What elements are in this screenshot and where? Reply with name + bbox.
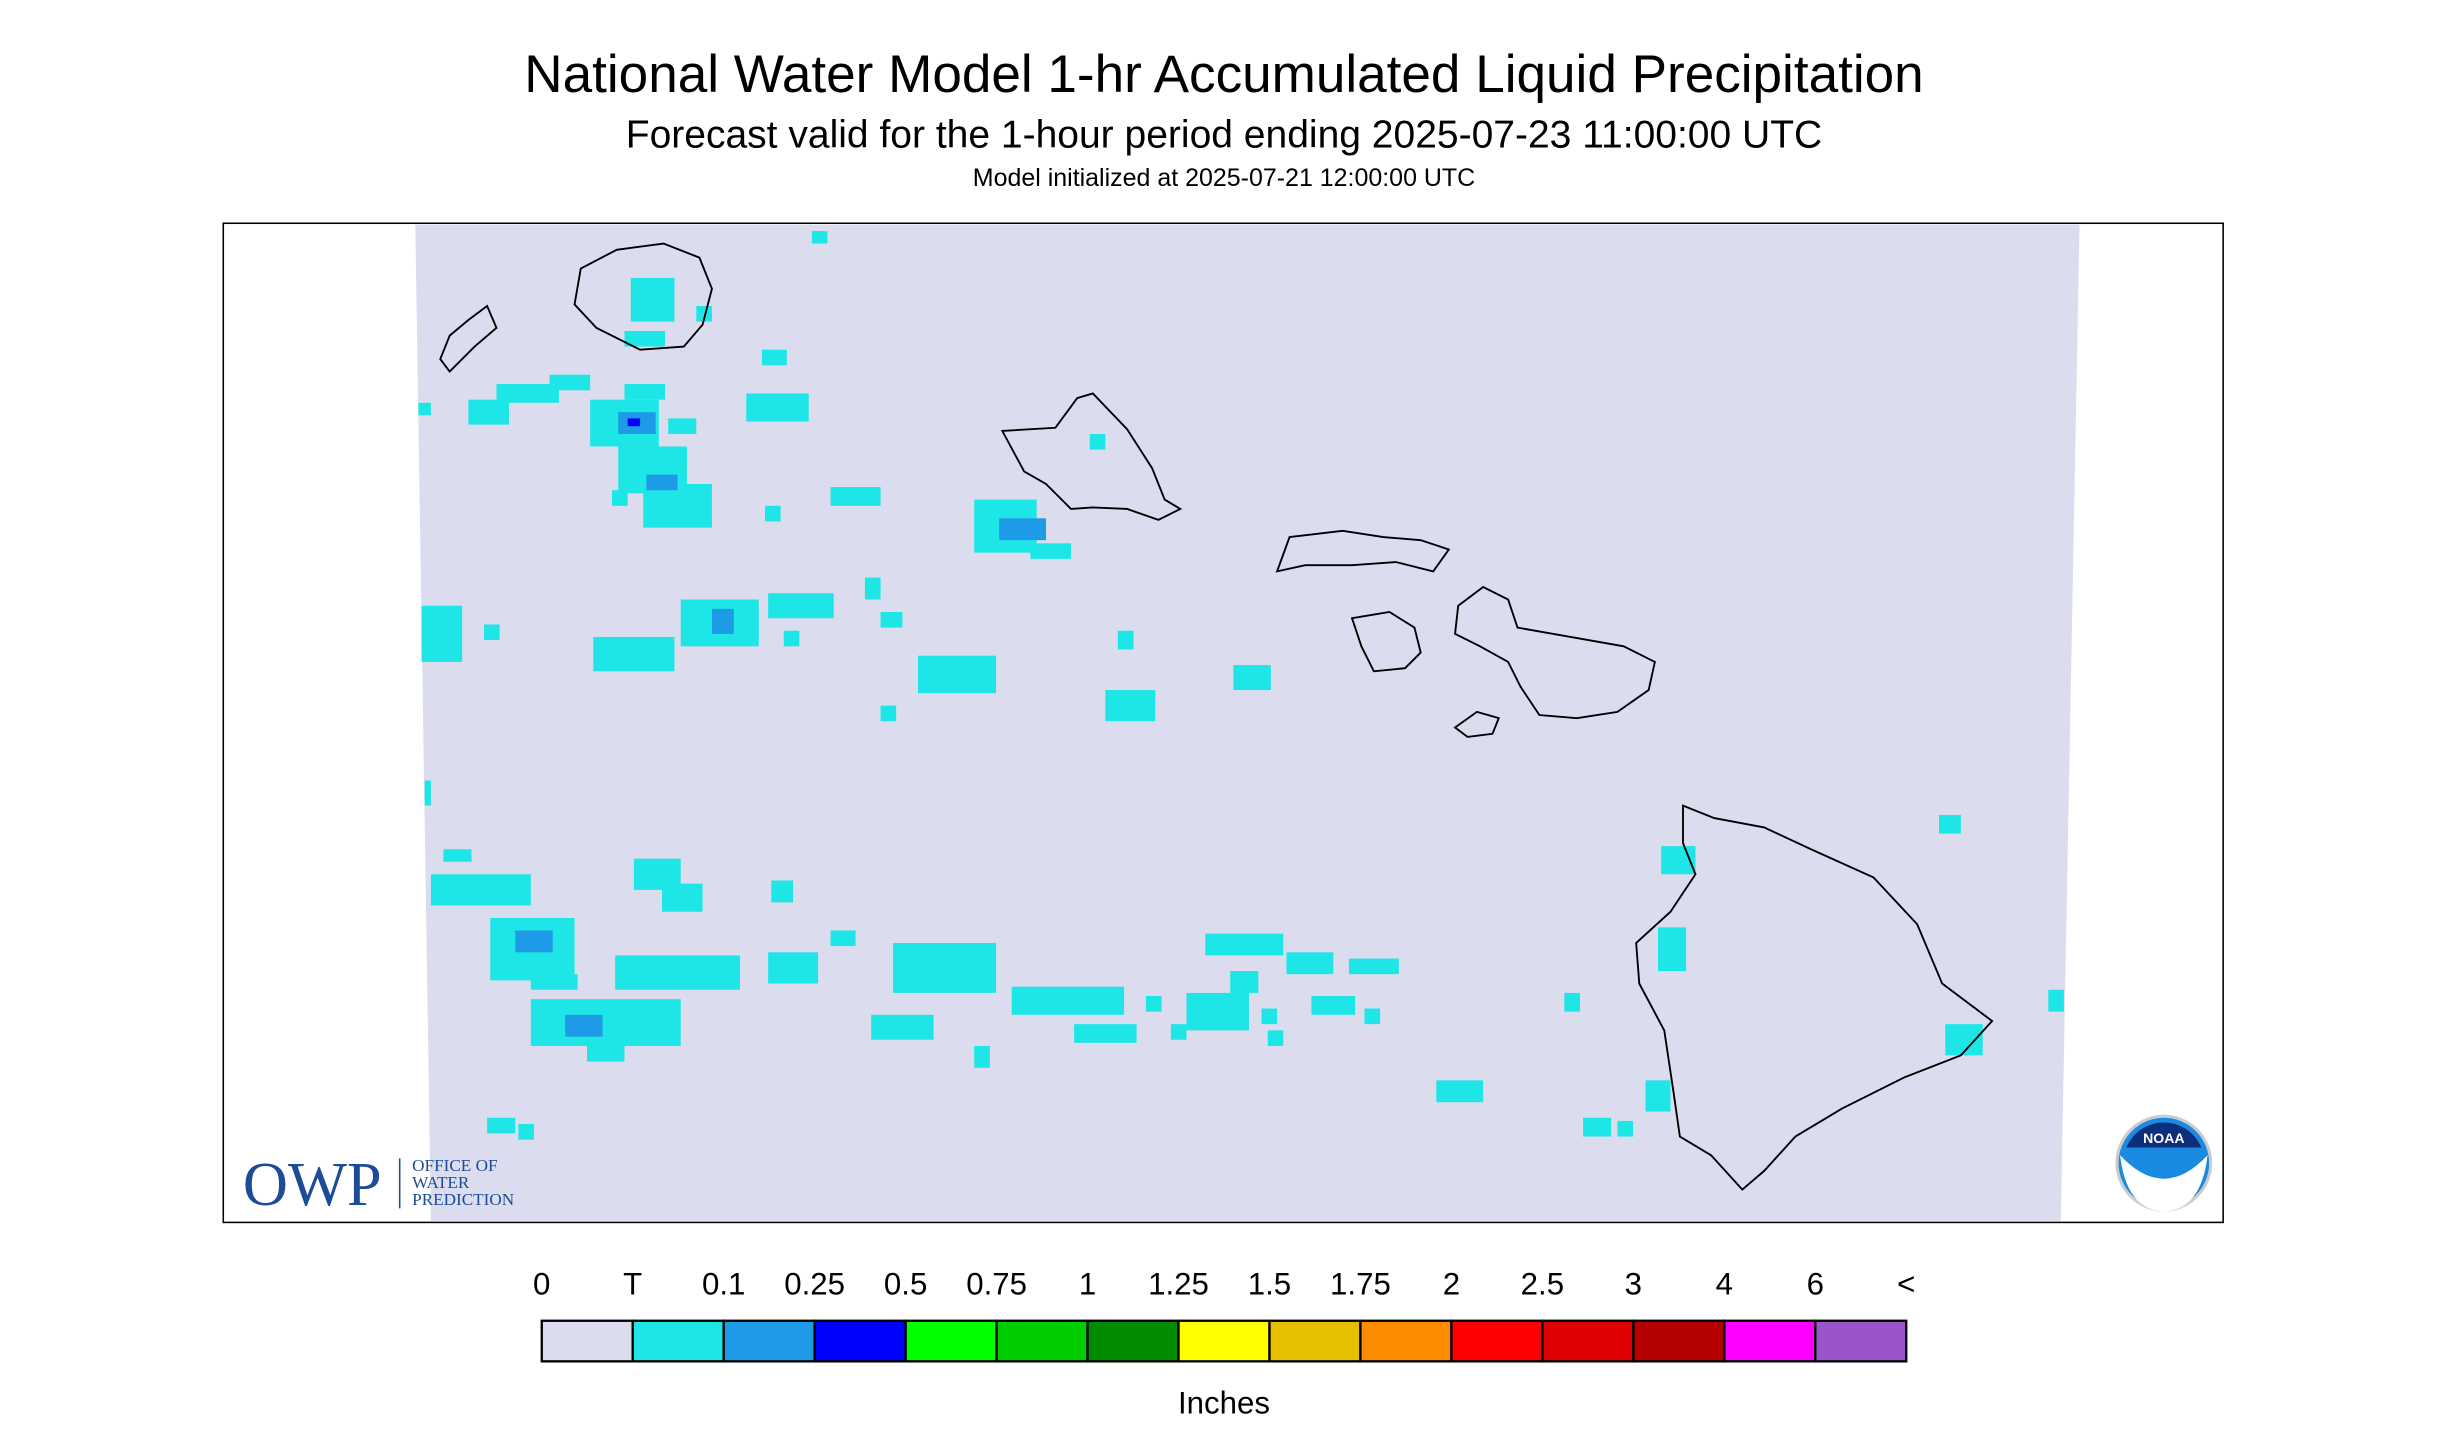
legend-label: 1	[1079, 1267, 1096, 1302]
legend-label: 0	[533, 1267, 550, 1302]
legend-label: 1.5	[1248, 1267, 1291, 1302]
legend-label: 0.25	[784, 1267, 845, 1302]
owp-logo: OWP	[243, 1149, 382, 1219]
coastlines	[439, 242, 1994, 1191]
legend-label: 0.1	[702, 1267, 745, 1302]
precip-areas	[418, 231, 2064, 1140]
legend-units: Inches	[1178, 1385, 1270, 1420]
legend-label: 3	[1625, 1267, 1642, 1302]
legend-swatch	[1359, 1319, 1453, 1363]
legend-label: <	[1897, 1267, 1915, 1302]
noaa-text: NOAA	[2143, 1130, 2184, 1146]
legend-label: 0.75	[966, 1267, 1027, 1302]
legend-label: 4	[1716, 1267, 1733, 1302]
legend-swatch	[904, 1319, 998, 1363]
legend: 0 T 0.1 0.25 0.5 0.75 1 1.25 1.5 1.75 2 2.5 3 4 6 <	[533, 1267, 1915, 1363]
legend-swatch	[540, 1319, 634, 1363]
legend-label: 6	[1807, 1267, 1824, 1302]
legend-label: T	[623, 1267, 642, 1302]
legend-label: 1.75	[1330, 1267, 1391, 1302]
legend-swatch	[1268, 1319, 1362, 1363]
legend-label: 2	[1443, 1267, 1460, 1302]
legend-swatch	[1723, 1319, 1817, 1363]
owp-text: PREDICTION	[412, 1190, 514, 1209]
legend-swatch	[631, 1319, 725, 1363]
noaa-logo-top	[2126, 1122, 2202, 1148]
legend-swatch	[1177, 1319, 1271, 1363]
legend-label: 0.5	[884, 1267, 927, 1302]
legend-swatch	[722, 1319, 816, 1363]
legend-swatch	[1086, 1319, 1180, 1363]
legend-swatch	[1450, 1319, 1544, 1363]
legend-swatch	[1814, 1319, 1908, 1363]
subtitle: Forecast valid for the 1-hour period end…	[626, 114, 1822, 157]
owp-text: OFFICE OF	[412, 1156, 497, 1175]
init-time: Model initialized at 2025-07-21 12:00:00…	[973, 164, 1475, 192]
legend-label: 1.25	[1148, 1267, 1209, 1302]
legend-swatch	[813, 1319, 907, 1363]
legend-swatch	[995, 1319, 1089, 1363]
legend-swatch	[1541, 1319, 1635, 1363]
owp-text: WATER	[412, 1173, 470, 1192]
title: National Water Model 1-hr Accumulated Li…	[524, 45, 1923, 104]
noaa-logo-wave	[2120, 1155, 2208, 1212]
model-domain	[415, 224, 2080, 1221]
legend-label: 2.5	[1521, 1267, 1564, 1302]
legend-swatch	[1632, 1319, 1726, 1363]
